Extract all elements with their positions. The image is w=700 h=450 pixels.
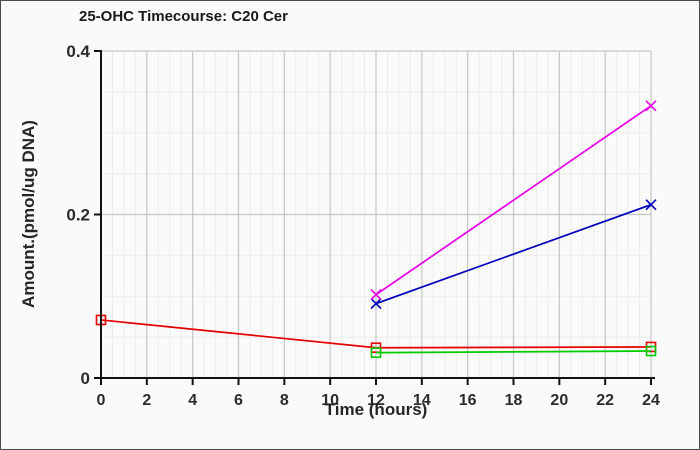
x-tick-label: 16 <box>459 392 477 409</box>
marker-x-blue-x <box>645 199 657 211</box>
x-tick-label: 14 <box>413 392 431 409</box>
x-tick-label: 10 <box>321 392 339 409</box>
x-tick-label: 12 <box>367 392 385 409</box>
x-tick-label: 4 <box>188 392 197 409</box>
chart-title: 25-OHC Timecourse: C20 Cer <box>79 8 288 25</box>
series-line-blue-x <box>375 203 652 305</box>
y-tick-label: 0 <box>81 369 90 388</box>
y-tick-label: 0.4 <box>66 42 90 61</box>
x-tick-label: 8 <box>280 392 289 409</box>
marker-x-blue-x <box>370 298 382 310</box>
x-tick-label: 20 <box>550 392 568 409</box>
series-line-green-squares <box>375 350 652 354</box>
x-tick-label: 6 <box>234 392 243 409</box>
x-tick-label: 2 <box>142 392 151 409</box>
y-axis-label: Amount.(pmol/ug DNA) <box>19 120 38 308</box>
series-line-magenta-x <box>375 105 652 296</box>
x-axis-label: Time (hours) <box>324 400 428 419</box>
x-tick-label: 24 <box>642 392 660 409</box>
marker-square-green-squares <box>370 347 382 358</box>
marker-square-green-squares <box>645 345 657 357</box>
marker-x-magenta-x <box>645 100 657 112</box>
x-tick-label: 18 <box>505 392 523 409</box>
x-tick-label: 0 <box>97 392 106 409</box>
y-tick-label: 0.2 <box>66 206 90 225</box>
marker-x-magenta-x <box>370 289 382 301</box>
x-tick-label: 22 <box>596 392 614 409</box>
